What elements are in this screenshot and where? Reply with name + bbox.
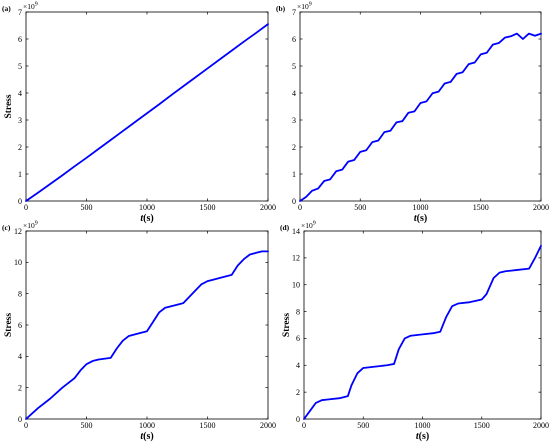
y-tick-label: 5 <box>18 62 22 71</box>
series-line-0 <box>25 250 269 420</box>
panel-1: 0 500 1000 1500 2000 0 1 2 3 4 5 6 7 (b) ×109 t(s) <box>276 2 549 225</box>
x-axis-label: t(s) <box>414 213 427 224</box>
panel-3: 0 500 1000 1500 2000 0 2 4 6 8 10 12 14(d) ×109 Stress… <box>280 221 549 443</box>
y-tick-label: 2 <box>296 388 300 397</box>
y-axis-label: Stress <box>282 313 292 337</box>
y-tick-label: 0 <box>292 197 296 206</box>
series-line-0 <box>303 244 542 420</box>
x-tick-label: 0 <box>298 203 302 212</box>
y-tick-label: 8 <box>296 307 300 316</box>
y-tick-label: 5 <box>292 62 296 71</box>
x-tick-label: 1000 <box>413 203 429 212</box>
y-tick-label: 4 <box>18 352 22 361</box>
x-tick-label: 0 <box>302 421 306 430</box>
y-tick-label: 2 <box>18 383 22 392</box>
y-tick-label: 4 <box>296 361 300 370</box>
x-tick-label: 2000 <box>260 203 276 212</box>
x-tick-label: 1500 <box>200 421 216 430</box>
x-tick-label: 1000 <box>139 421 155 430</box>
y-tick-label: 7 <box>292 8 296 17</box>
plot-frame <box>25 11 269 202</box>
panel-label: (a) <box>2 4 11 13</box>
x-tick-label: 1000 <box>139 203 155 212</box>
y-tick-label: 12 <box>14 227 22 236</box>
panel-0: 0 500 1000 1500 2000 0 1 2 3 4 5 6 7 (a) ×109 Stress t(s… <box>2 2 276 225</box>
y-tick-label: 6 <box>18 321 22 330</box>
x-tick-label: 1000 <box>415 421 431 430</box>
y-tick-label: 2 <box>18 143 22 152</box>
y-tick-label: 10 <box>14 258 22 267</box>
x-axis-label: t(s) <box>140 431 153 442</box>
x-tick-label: 500 <box>81 421 93 430</box>
panel-label: (b) <box>276 4 286 13</box>
x-tick-label: 2000 <box>533 203 549 212</box>
y-axis-label: Stress <box>4 94 14 118</box>
x-tick-label: 500 <box>357 421 369 430</box>
y-tick-label: 0 <box>18 415 22 424</box>
x-axis-label: t(s) <box>416 431 429 442</box>
panel-label: (d) <box>280 223 290 232</box>
panel-2: 0 500 1000 1500 2000 0 2 4 6 8 10 12(c) ×109 Stress t(… <box>2 221 276 443</box>
y-tick-label: 0 <box>296 415 300 424</box>
y-tick-label: 10 <box>292 281 300 290</box>
y-tick-label: 4 <box>18 89 22 98</box>
y-tick-label: 8 <box>18 289 22 298</box>
y-tick-label: 7 <box>18 8 22 17</box>
y-tick-label: 6 <box>18 35 22 44</box>
x-tick-label: 0 <box>24 421 28 430</box>
plot-frame <box>303 230 542 420</box>
x-tick-label: 500 <box>354 203 366 212</box>
y-exponent-label: ×109 <box>23 221 38 231</box>
y-exponent-label: ×109 <box>23 2 38 12</box>
x-tick-label: 1500 <box>200 203 216 212</box>
x-tick-label: 0 <box>24 203 28 212</box>
y-tick-label: 6 <box>292 35 296 44</box>
y-tick-label: 1 <box>18 170 22 179</box>
y-tick-label: 4 <box>292 89 296 98</box>
y-tick-label: 2 <box>292 143 296 152</box>
series-line-0 <box>25 23 269 202</box>
y-tick-label: 14 <box>292 227 300 236</box>
x-tick-label: 1500 <box>474 421 490 430</box>
x-tick-label: 2000 <box>260 421 276 430</box>
plot-frame <box>25 230 269 420</box>
x-tick-label: 500 <box>81 203 93 212</box>
y-axis-label: Stress <box>4 313 14 337</box>
y-tick-label: 12 <box>292 254 300 263</box>
x-tick-label: 1500 <box>473 203 489 212</box>
x-tick-label: 2000 <box>533 421 549 430</box>
y-tick-label: 3 <box>18 116 22 125</box>
y-exponent-label: ×109 <box>297 2 312 12</box>
y-tick-label: 0 <box>18 197 22 206</box>
y-tick-label: 6 <box>296 334 300 343</box>
y-tick-label: 3 <box>292 116 296 125</box>
y-tick-label: 1 <box>292 170 296 179</box>
panel-label: (c) <box>2 223 11 232</box>
y-exponent-label: ×109 <box>301 221 316 231</box>
series-line-0 <box>299 32 542 202</box>
x-axis-label: t(s) <box>140 213 153 224</box>
